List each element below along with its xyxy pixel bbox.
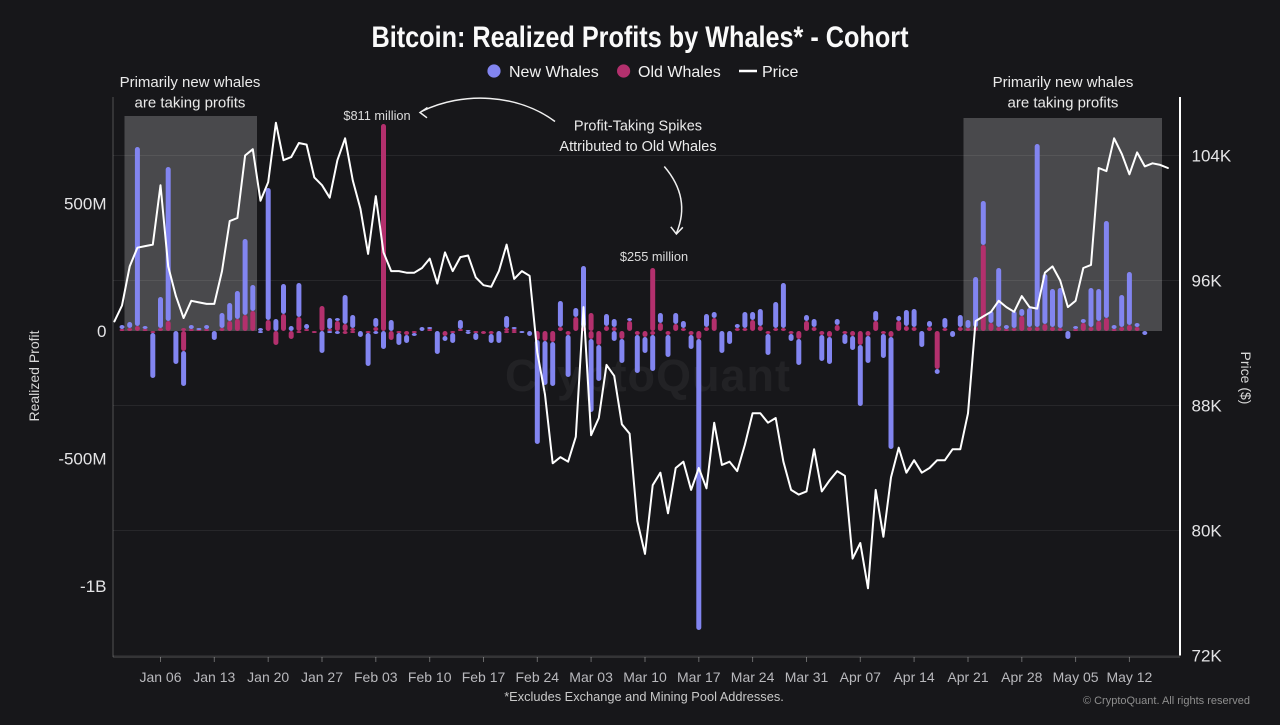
svg-text:Primarily new whales: Primarily new whales <box>993 74 1134 91</box>
svg-text:Realized Profit: Realized Profit <box>26 330 42 421</box>
svg-text:Jan 13: Jan 13 <box>193 669 235 685</box>
svg-text:80K: 80K <box>1192 522 1223 541</box>
svg-text:Mar 24: Mar 24 <box>731 669 775 685</box>
svg-text:104K: 104K <box>1192 147 1232 166</box>
svg-text:Primarily new whales: Primarily new whales <box>120 74 261 91</box>
svg-text:Jan 20: Jan 20 <box>247 669 289 685</box>
svg-text:Feb 24: Feb 24 <box>516 669 560 685</box>
svg-text:Mar 31: Mar 31 <box>785 669 829 685</box>
svg-text:are taking profits: are taking profits <box>1008 95 1119 112</box>
svg-text:Feb 17: Feb 17 <box>462 669 506 685</box>
svg-text:Bitcoin: Realized Profits by W: Bitcoin: Realized Profits by Whales* - C… <box>372 21 909 54</box>
svg-text:New Whales: New Whales <box>509 64 599 81</box>
svg-text:Apr 28: Apr 28 <box>1001 669 1042 685</box>
svg-text:Apr 21: Apr 21 <box>947 669 988 685</box>
svg-text:Jan 27: Jan 27 <box>301 669 343 685</box>
svg-text:Feb 10: Feb 10 <box>408 669 452 685</box>
svg-text:Feb 03: Feb 03 <box>354 669 398 685</box>
svg-text:are taking profits: are taking profits <box>135 95 246 112</box>
svg-text:CryptoQuant: CryptoQuant <box>505 350 791 401</box>
svg-text:96K: 96K <box>1192 272 1223 291</box>
svg-text:Apr 14: Apr 14 <box>893 669 934 685</box>
svg-text:72K: 72K <box>1192 647 1223 666</box>
svg-text:Apr 07: Apr 07 <box>840 669 881 685</box>
svg-text:0: 0 <box>97 322 106 341</box>
svg-text:500M: 500M <box>64 195 107 214</box>
svg-text:-500M: -500M <box>58 450 106 469</box>
svg-text:88K: 88K <box>1192 397 1223 416</box>
svg-text:May 05: May 05 <box>1053 669 1099 685</box>
svg-text:Mar 17: Mar 17 <box>677 669 721 685</box>
svg-text:Old Whales: Old Whales <box>638 64 721 81</box>
svg-text:Jan 06: Jan 06 <box>139 669 181 685</box>
svg-text:Mar 10: Mar 10 <box>623 669 667 685</box>
svg-text:$255 million: $255 million <box>620 249 688 264</box>
svg-text:Price ($): Price ($) <box>1238 352 1254 405</box>
svg-text:Price: Price <box>762 64 799 81</box>
svg-text:Attributed to Old Whales: Attributed to Old Whales <box>559 139 716 155</box>
svg-text:Mar 03: Mar 03 <box>569 669 613 685</box>
svg-text:*Excludes Exchange and Mining: *Excludes Exchange and Mining Pool Addre… <box>504 689 784 704</box>
svg-text:Profit-Taking Spikes: Profit-Taking Spikes <box>574 119 702 135</box>
svg-text:© CryptoQuant. All rights rese: © CryptoQuant. All rights reserved <box>1083 695 1250 707</box>
svg-text:May 12: May 12 <box>1106 669 1152 685</box>
svg-text:$811 million: $811 million <box>343 108 410 123</box>
svg-text:-1B: -1B <box>80 577 106 596</box>
